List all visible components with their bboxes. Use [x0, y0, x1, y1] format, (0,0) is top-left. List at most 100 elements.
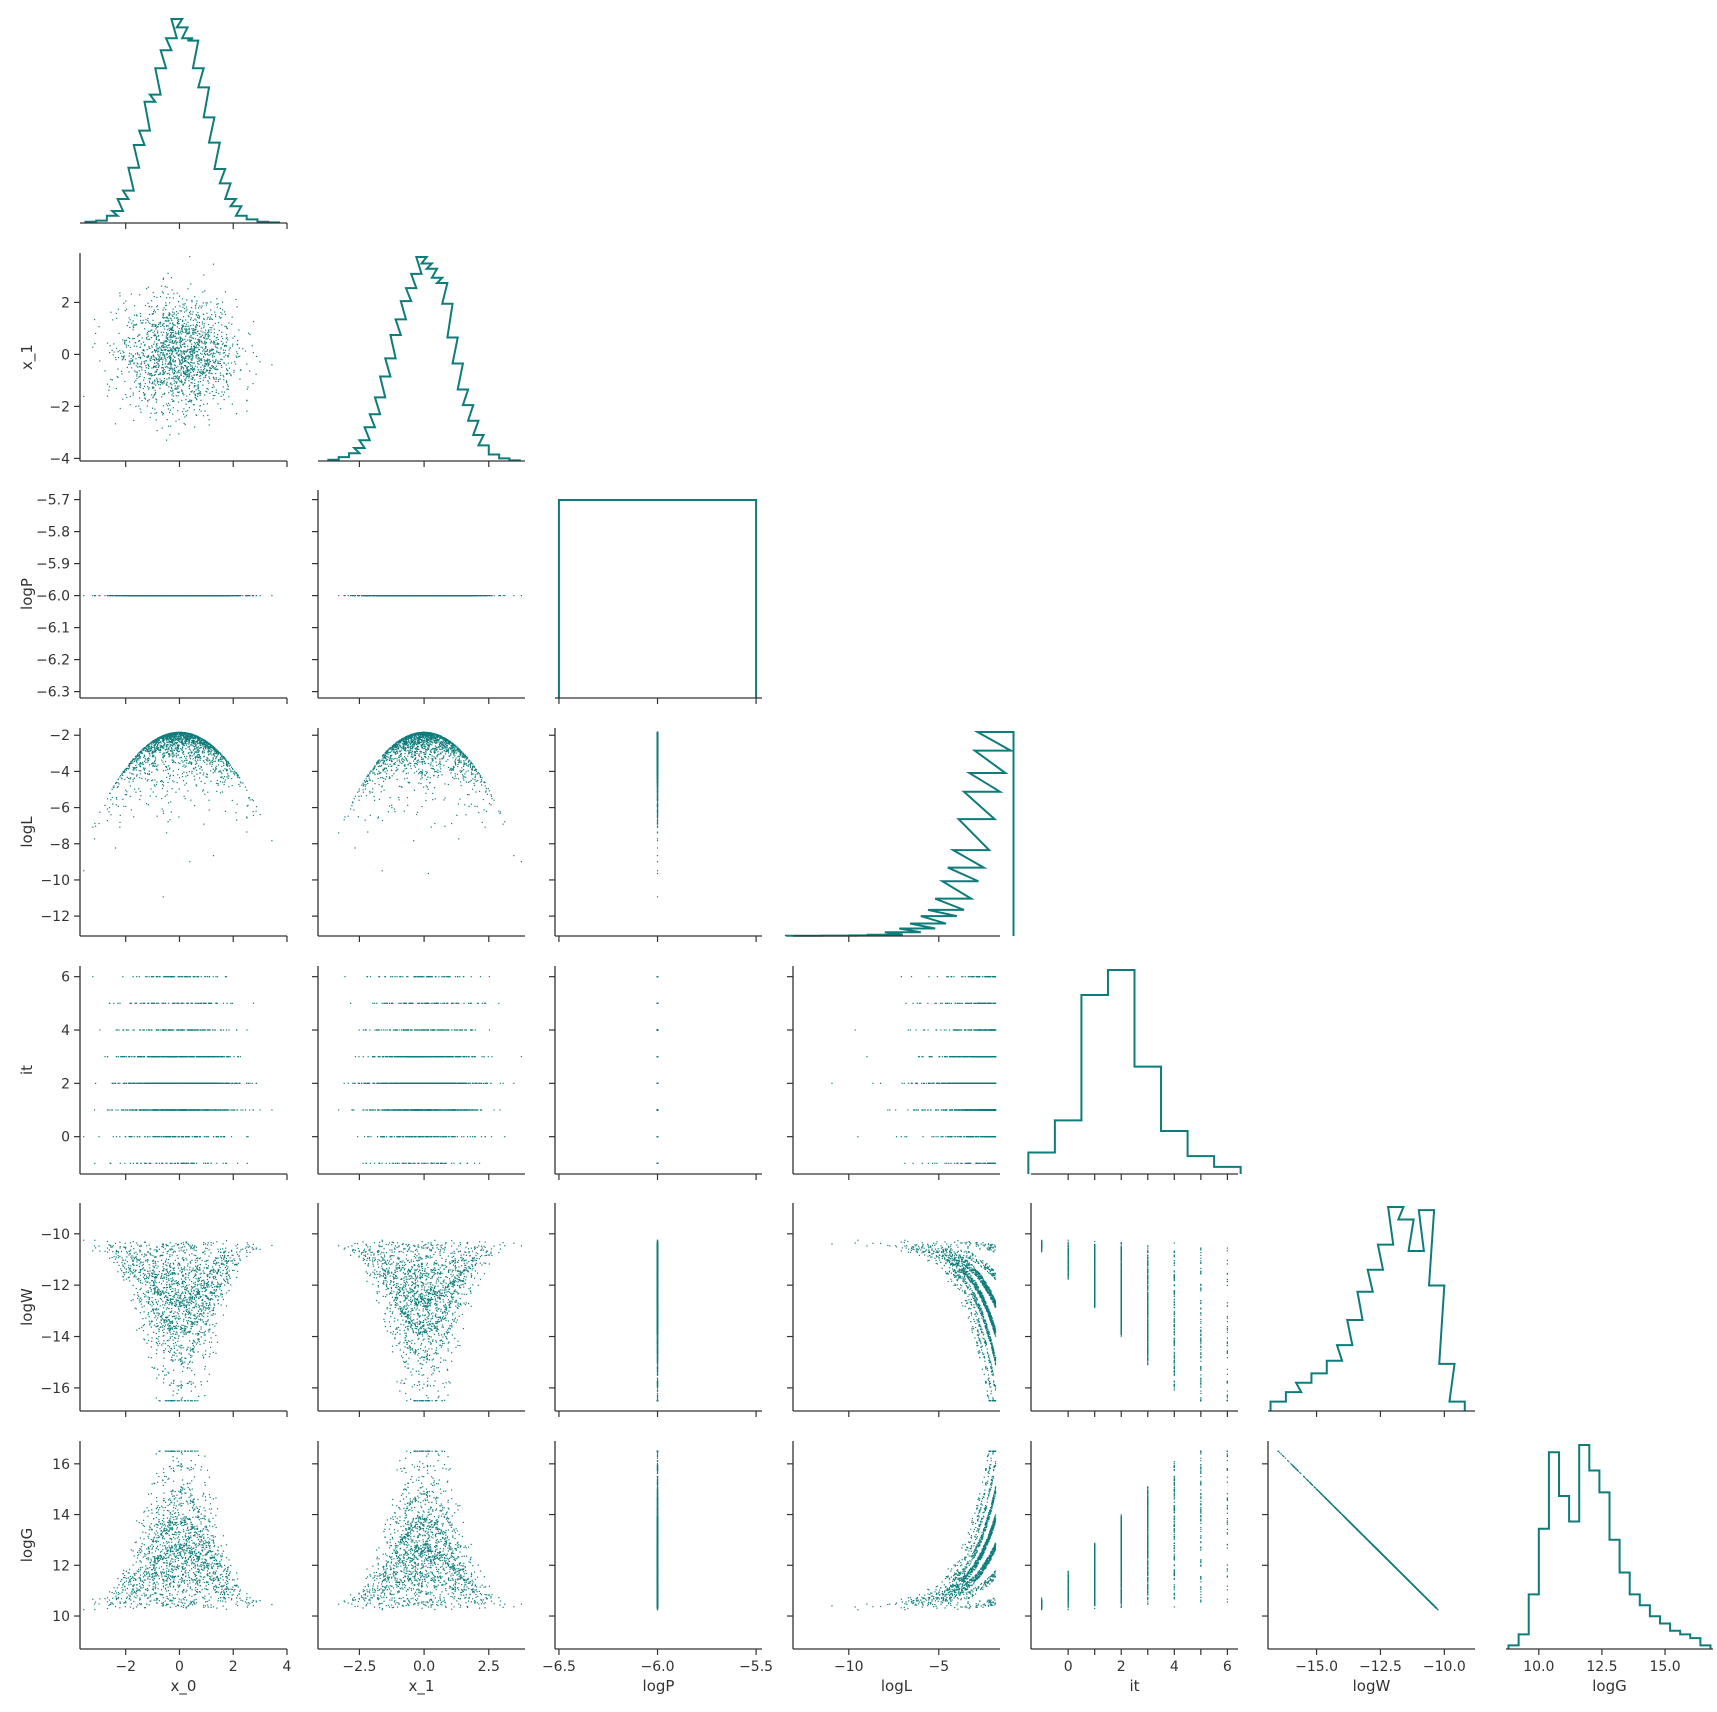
point — [171, 390, 173, 393]
point — [177, 348, 179, 350]
point — [200, 375, 202, 377]
point — [197, 314, 200, 316]
point — [131, 360, 133, 363]
point — [194, 426, 196, 428]
point — [180, 333, 182, 335]
point — [207, 359, 209, 361]
point — [113, 595, 115, 597]
point — [162, 331, 165, 333]
point — [156, 380, 159, 382]
point — [181, 330, 183, 332]
point — [166, 316, 168, 318]
point — [149, 382, 151, 384]
point — [203, 366, 205, 368]
point — [124, 339, 126, 342]
point — [155, 371, 157, 373]
point — [189, 369, 191, 371]
point — [204, 334, 206, 336]
point — [132, 338, 134, 340]
point — [235, 355, 237, 357]
point — [106, 342, 109, 344]
point — [183, 370, 185, 373]
point — [171, 352, 173, 354]
point — [198, 349, 200, 351]
point — [207, 330, 210, 332]
point — [215, 389, 217, 391]
point — [155, 358, 158, 361]
point — [175, 381, 177, 383]
point — [172, 395, 174, 397]
point — [124, 359, 127, 361]
point — [135, 314, 138, 316]
point — [151, 351, 153, 353]
point — [150, 372, 153, 375]
point — [172, 326, 174, 328]
point — [177, 318, 179, 320]
point — [193, 386, 195, 388]
point — [207, 333, 210, 336]
point — [181, 353, 183, 355]
point — [182, 361, 184, 363]
point — [167, 402, 170, 404]
point — [193, 331, 195, 333]
point — [192, 337, 195, 339]
point — [190, 334, 192, 336]
point — [215, 391, 217, 394]
point — [198, 317, 200, 319]
point — [195, 389, 197, 391]
point — [190, 368, 193, 370]
point — [189, 311, 191, 314]
point — [198, 321, 201, 324]
point — [200, 340, 202, 342]
point — [219, 317, 222, 319]
point — [192, 403, 195, 406]
point — [152, 310, 155, 313]
point — [169, 313, 171, 316]
point — [187, 315, 189, 317]
point — [130, 293, 132, 295]
point — [190, 336, 192, 338]
point — [162, 367, 165, 369]
point — [159, 387, 161, 389]
point — [184, 350, 186, 352]
point — [160, 349, 162, 351]
point — [191, 359, 193, 361]
point — [222, 309, 224, 311]
point — [163, 382, 165, 384]
point — [162, 342, 164, 344]
point — [175, 595, 177, 597]
point — [172, 311, 174, 313]
point — [247, 386, 249, 388]
point — [249, 333, 251, 336]
point — [159, 356, 161, 358]
point — [197, 346, 199, 349]
point — [197, 395, 199, 398]
point — [175, 420, 177, 422]
point — [200, 335, 202, 337]
point — [235, 298, 237, 301]
point — [154, 351, 157, 353]
point — [252, 351, 254, 354]
point — [199, 394, 201, 397]
point — [142, 353, 145, 355]
point — [177, 317, 179, 319]
point — [186, 366, 188, 368]
point — [188, 380, 190, 382]
point — [157, 326, 159, 328]
point — [205, 304, 208, 306]
point — [129, 595, 131, 597]
point — [177, 332, 180, 335]
point — [179, 340, 181, 342]
point — [118, 332, 120, 334]
point — [181, 411, 184, 413]
point — [198, 363, 200, 365]
point — [220, 395, 222, 397]
point — [160, 347, 162, 349]
point — [212, 355, 214, 357]
point — [171, 371, 174, 373]
point — [237, 353, 239, 355]
point — [211, 390, 213, 393]
point — [487, 595, 489, 597]
point — [166, 297, 168, 299]
point — [173, 346, 175, 348]
